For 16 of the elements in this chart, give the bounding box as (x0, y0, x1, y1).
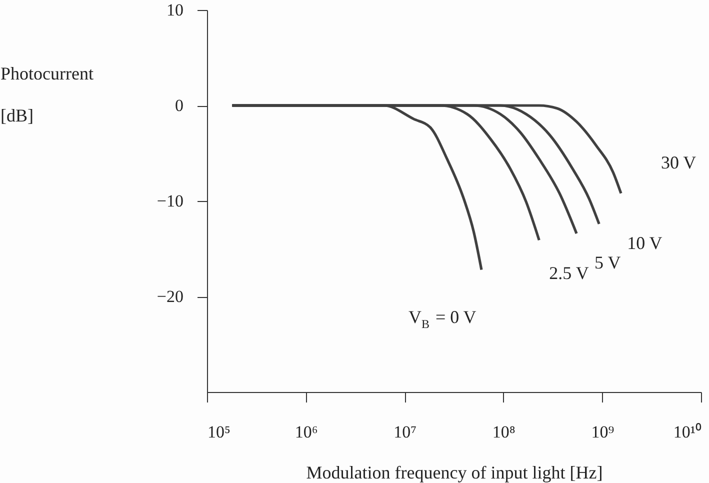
series-label: 10 V (627, 232, 662, 253)
y-tick-label: 10 (166, 0, 184, 20)
text: 30 V (661, 152, 696, 172)
series-label: 5 V (594, 252, 621, 272)
y-tick-label: −10 (156, 192, 184, 210)
x-tick-label: 10⁶ (294, 422, 318, 442)
x-tick-label: 10⁷ (394, 422, 417, 442)
x-axis-title: Modulation frequency of input light [Hz] (306, 462, 603, 482)
x-tick-label: 10⁹ (591, 422, 614, 442)
text: Photocurrent [dB] (0, 64, 94, 126)
x-tick-label: 10⁵ (208, 422, 230, 442)
x-tick-label: 10⁸ (492, 422, 516, 442)
x-tick-label: 10¹⁰ (673, 422, 702, 442)
y-tick-label: 0 (175, 96, 184, 115)
y-tick-label: −20 (156, 287, 184, 306)
series-label: 2.5 V (549, 263, 589, 284)
